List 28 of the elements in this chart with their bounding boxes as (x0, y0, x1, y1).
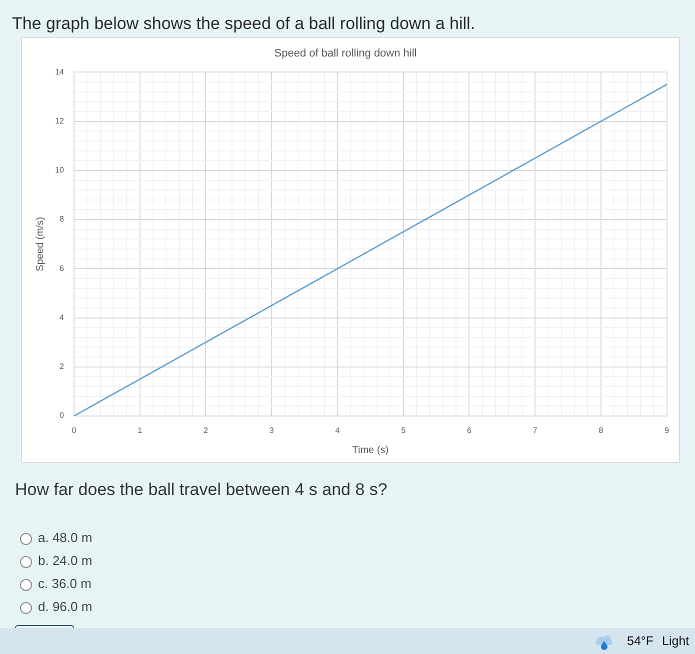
x-tick-label: 5 (401, 426, 406, 436)
x-tick-label: 6 (466, 426, 472, 436)
y-tick-label: 8 (60, 214, 65, 224)
x-tick-label: 7 (532, 426, 538, 436)
chart-title: Speed of ball rolling down hill (274, 48, 417, 60)
text: How far does the ball travel between 4 s and 8 s? (15, 479, 388, 500)
x-tick-label: 8 (598, 426, 604, 436)
text: b. 24.0 m (38, 553, 92, 568)
x-tick-label: 2 (204, 426, 208, 436)
x-tick-label: 1 (138, 426, 143, 436)
text: d. 96.0 m (38, 599, 92, 614)
text: c. 36.0 m (38, 576, 92, 591)
x-axis-title: Time (s) (352, 444, 389, 456)
y-tick-label: 12 (55, 116, 65, 126)
y-tick-label: 6 (60, 264, 65, 273)
x-tick-label: 9 (664, 426, 670, 436)
y-tick-label: 10 (55, 166, 65, 175)
y-tick-label: 4 (60, 312, 65, 322)
x-tick-label: 0 (72, 426, 77, 436)
y-tick-label: 14 (55, 67, 65, 76)
x-tick-label: 3 (269, 426, 274, 436)
x-tick-label: 4 (335, 426, 340, 436)
y-tick-label: 2 (60, 362, 65, 372)
y-tick-label: 0 (60, 411, 65, 420)
text: 54°F Light (627, 634, 690, 649)
text: The graph below shows the speed of a ball rolling down a hill. (12, 13, 476, 34)
y-axis-title: Speed (m/s) (34, 216, 46, 272)
text: a. 48.0 m (38, 530, 92, 545)
